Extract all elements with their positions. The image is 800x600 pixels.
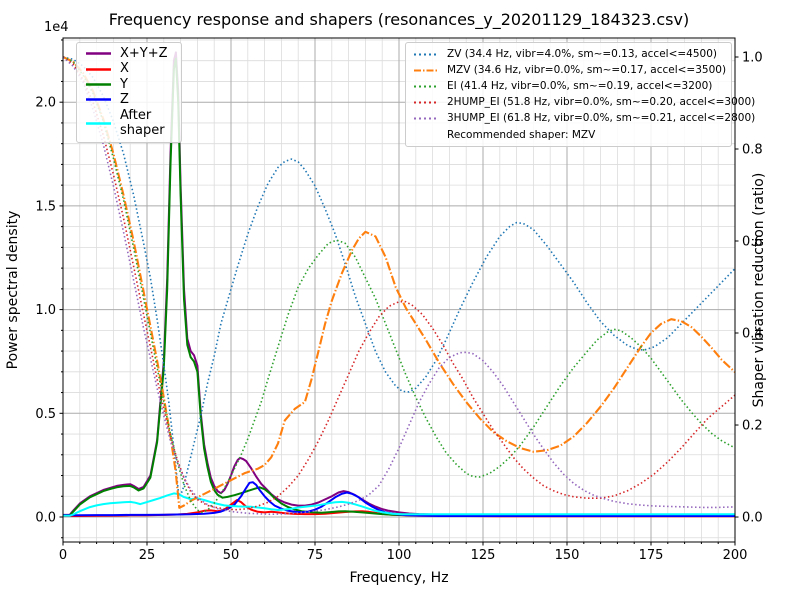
- svg-text:0.5: 0.5: [35, 407, 56, 422]
- legend-item-mzv: MZV (34.6 Hz, vibr=0.0%, sm~=0.17, accel…: [413, 62, 727, 78]
- svg-text:1.5: 1.5: [35, 199, 56, 214]
- after-shaper-line-swatch: [86, 121, 111, 125]
- series-line-mzv: [62, 56, 736, 509]
- legend-item-x: X: [85, 61, 173, 76]
- right-y-axis-label: Shaper vibration reduction (ratio): [751, 173, 767, 408]
- legend-label-3hump-ei: 3HUMP_EI (61.8 Hz, vibr=0.0%, sm~=0.21, …: [447, 112, 756, 125]
- legend-label-2hump-ei: 2HUMP_EI (51.8 Hz, vibr=0.0%, sm~=0.20, …: [447, 96, 756, 109]
- psd-legend: X+Y+Z X Y Z After shaper: [76, 42, 182, 143]
- y-axis-offset-label: 1e4: [44, 20, 69, 35]
- zv-line-swatch: [414, 53, 439, 56]
- legend-label-after-shaper: After shaper: [120, 107, 165, 139]
- legend-item-after-shaper: After shaper: [85, 108, 173, 139]
- legend-item-3hump-ei: 3HUMP_EI (61.8 Hz, vibr=0.0%, sm~=0.21, …: [413, 110, 755, 126]
- svg-text:175: 175: [639, 548, 664, 563]
- legend-label-zv: ZV (34.4 Hz, vibr=4.0%, sm~=0.13, accel<…: [447, 48, 717, 61]
- legend-item-recommended: Recommended shaper: MZV: [413, 126, 724, 142]
- svg-text:125: 125: [471, 548, 496, 563]
- svg-text:100: 100: [387, 548, 412, 563]
- tick-marks: [59, 39, 739, 546]
- svg-text:0.0: 0.0: [742, 511, 763, 526]
- 2hump-ei-line-swatch: [414, 101, 439, 104]
- x-y-z-line-swatch: [86, 52, 111, 55]
- legend-item-x-y-z: X+Y+Z: [85, 46, 173, 61]
- series-line-zv: [62, 56, 736, 495]
- shaper-legend: ZV (34.4 Hz, vibr=4.0%, sm~=0.13, accel<…: [405, 42, 755, 147]
- svg-text:0.8: 0.8: [742, 143, 763, 158]
- z-line-swatch: [86, 98, 111, 102]
- svg-text:2.0: 2.0: [35, 96, 56, 111]
- svg-text:0: 0: [59, 548, 67, 563]
- 3hump-ei-line-swatch: [414, 117, 439, 120]
- series-line-after-shaper: [63, 492, 735, 517]
- left-y-axis-label: Power spectral density: [5, 211, 21, 370]
- x-line-swatch: [86, 67, 111, 71]
- svg-text:1.0: 1.0: [35, 303, 56, 318]
- x-axis-label: Frequency, Hz: [349, 570, 448, 586]
- legend-label-y: Y: [120, 76, 128, 92]
- legend-label-z: Z: [120, 92, 129, 108]
- chart-title: Frequency response and shapers (resonanc…: [109, 10, 689, 30]
- legend-item-y: Y: [85, 77, 173, 92]
- plot-series: [62, 51, 736, 518]
- legend-label-mzv: MZV (34.6 Hz, vibr=0.0%, sm~=0.17, accel…: [447, 64, 727, 77]
- svg-text:0.0: 0.0: [35, 511, 56, 526]
- series-line-ei: [62, 56, 736, 514]
- series-line-y: [63, 57, 735, 517]
- legend-label-x-y-z: X+Y+Z: [120, 46, 168, 61]
- svg-text:200: 200: [723, 548, 748, 563]
- svg-text:50: 50: [223, 548, 240, 563]
- svg-text:150: 150: [555, 548, 580, 563]
- svg-text:25: 25: [139, 548, 156, 563]
- legend-item-z: Z: [85, 92, 173, 107]
- tick-labels: 0 25 50 75 100 125 150 175 200 0.0 0.5 1.0 1.5 2.0 0.0…: [35, 50, 762, 563]
- svg-text:1.0: 1.0: [742, 50, 763, 65]
- legend-label-ei: EI (41.4 Hz, vibr=0.0%, sm~=0.19, accel<…: [447, 80, 713, 93]
- legend-item-2hump-ei: 2HUMP_EI (51.8 Hz, vibr=0.0%, sm~=0.20, …: [413, 94, 755, 110]
- svg-text:0.4: 0.4: [742, 327, 763, 342]
- legend-item-zv: ZV (34.4 Hz, vibr=4.0%, sm~=0.13, accel<…: [413, 46, 724, 62]
- series-line-z: [63, 481, 735, 517]
- ei-line-swatch: [414, 85, 439, 88]
- svg-text:0.2: 0.2: [742, 419, 763, 434]
- y-line-swatch: [86, 83, 111, 86]
- legend-item-ei: EI (41.4 Hz, vibr=0.0%, sm~=0.19, accel<…: [413, 78, 724, 94]
- series-line-3hump-ei: [62, 56, 736, 516]
- recommended-shaper-label: Recommended shaper: MZV: [447, 128, 596, 141]
- svg-text:0.6: 0.6: [742, 235, 763, 250]
- mzv-line-swatch: [414, 69, 439, 72]
- svg-text:75: 75: [307, 548, 324, 563]
- legend-label-x: X: [120, 61, 129, 77]
